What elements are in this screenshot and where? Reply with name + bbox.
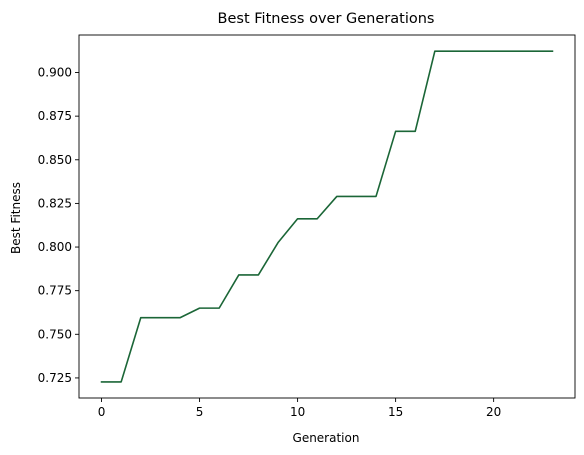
y-tick-label: 0.825: [38, 196, 72, 210]
y-tick-label: 0.875: [38, 109, 72, 123]
x-tick-label: 0: [98, 405, 106, 419]
y-tick-label: 0.775: [38, 284, 72, 298]
plot-frame: [78, 34, 576, 399]
axis-ticks: 0 5 10 15 20 0.725 0.750 0.775 0.800 0.825 0.850 0.…: [38, 66, 502, 419]
y-tick-label: 0.850: [38, 153, 72, 167]
x-axis-label: Generation: [293, 431, 360, 445]
y-tick-label: 0.725: [38, 371, 72, 385]
y-tick-label: 0.900: [38, 66, 72, 80]
y-tick-label: 0.750: [38, 327, 72, 341]
x-tick-label: 5: [196, 405, 204, 419]
plot-area: [78, 34, 576, 399]
x-tick-label: 10: [290, 405, 305, 419]
chart-title: Best Fitness over Generations: [218, 11, 435, 27]
x-tick-label: 15: [388, 405, 403, 419]
y-tick-label: 0.800: [38, 240, 72, 254]
x-tick-label: 20: [486, 405, 501, 419]
series-line-0: [100, 50, 554, 383]
y-axis-label: Best Fitness: [9, 182, 23, 254]
